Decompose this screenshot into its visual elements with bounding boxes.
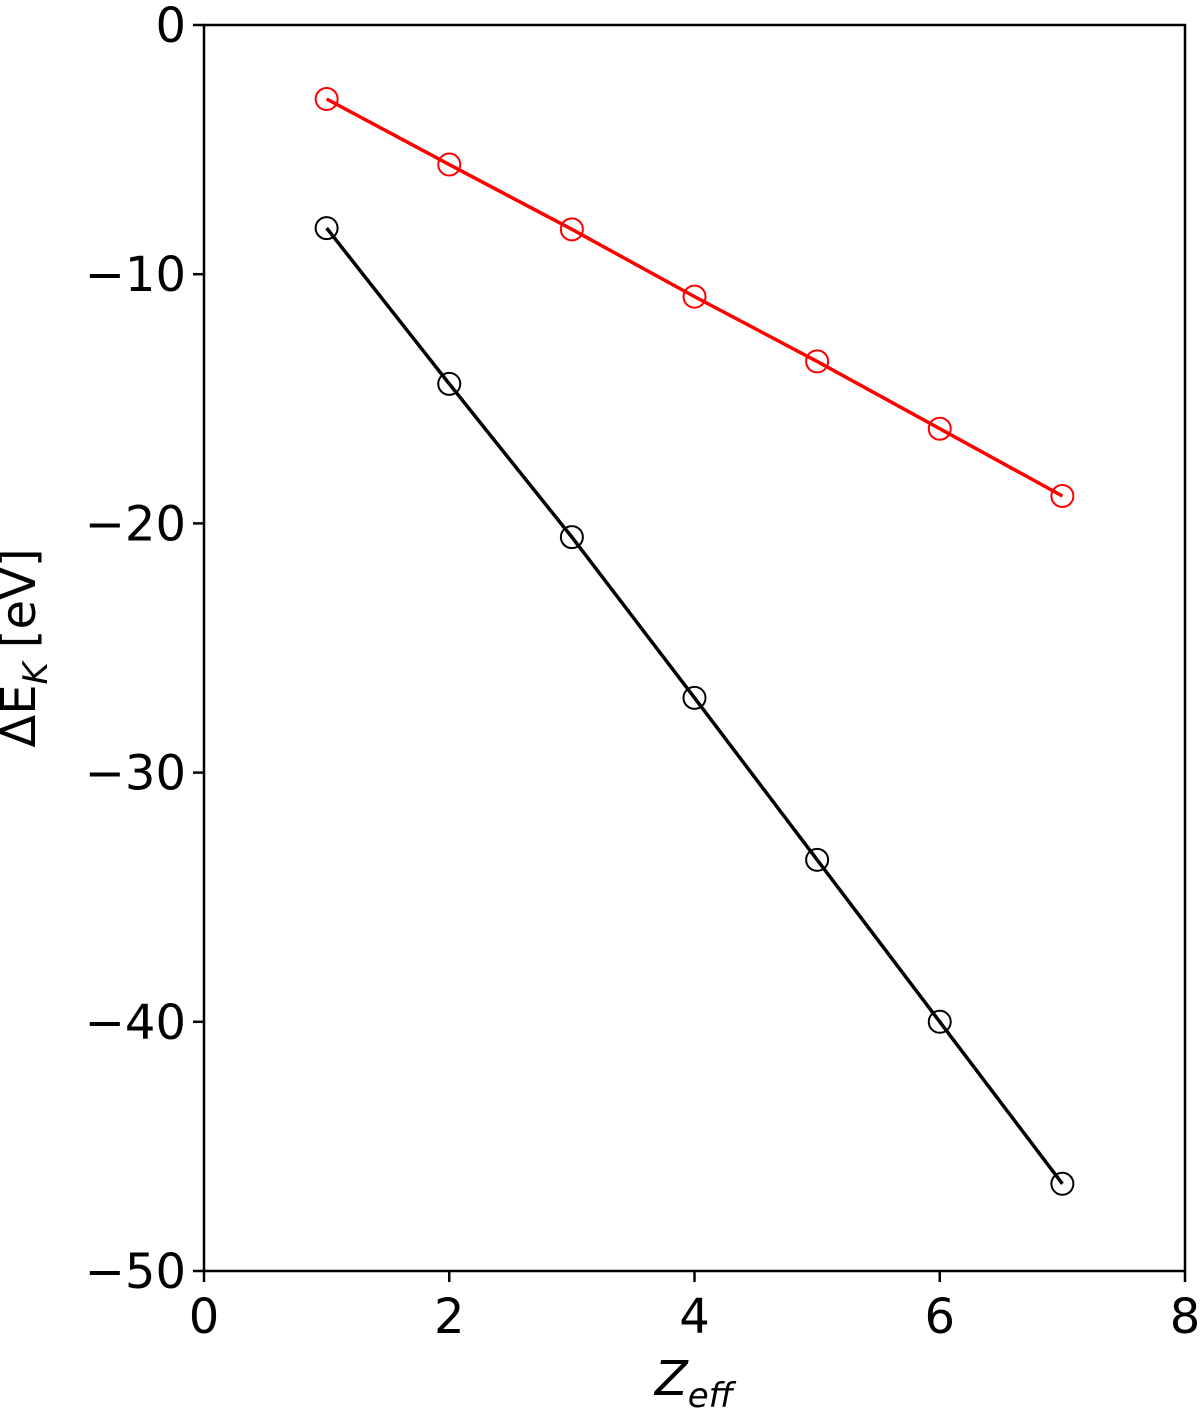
plot-frame: [202, 23, 1187, 1273]
series-line: [325, 97, 1064, 498]
marker: [1050, 483, 1075, 508]
x-tick-label: 4: [679, 1289, 710, 1345]
y-tick-label: −10: [85, 247, 186, 303]
marker: [682, 685, 707, 710]
y-tick-label: −40: [85, 995, 186, 1051]
x-tick-label: 0: [189, 1289, 220, 1345]
marker: [927, 416, 952, 441]
x-label-main: Z: [653, 1351, 689, 1407]
x-axis-label: Zeff: [653, 1351, 737, 1412]
marker: [1050, 1171, 1075, 1196]
x-label-sub: eff: [688, 1376, 737, 1412]
x-tick-label: 8: [1170, 1289, 1200, 1345]
x-tick-label: 2: [434, 1289, 465, 1345]
marker: [559, 525, 584, 550]
marker: [559, 217, 584, 242]
y-tick-label: 0: [155, 0, 186, 54]
y-tick-label: −20: [85, 496, 186, 552]
y-tick-label: −30: [85, 746, 186, 802]
marker: [437, 152, 462, 177]
y-label-main: ΔE: [0, 684, 47, 747]
marker: [314, 87, 339, 112]
marker: [314, 216, 339, 241]
y-tick-label: −50: [85, 1244, 186, 1300]
marker: [927, 1009, 952, 1034]
marker: [437, 371, 462, 396]
marker: [805, 847, 830, 872]
y-label-sub: K: [16, 659, 56, 684]
marker: [805, 349, 830, 374]
y-label-unit: [eV]: [0, 548, 47, 648]
series-line: [325, 227, 1064, 1185]
marker: [682, 284, 707, 309]
y-axis-label: ΔEK [eV]: [0, 548, 56, 747]
x-tick-label: 6: [924, 1289, 955, 1345]
